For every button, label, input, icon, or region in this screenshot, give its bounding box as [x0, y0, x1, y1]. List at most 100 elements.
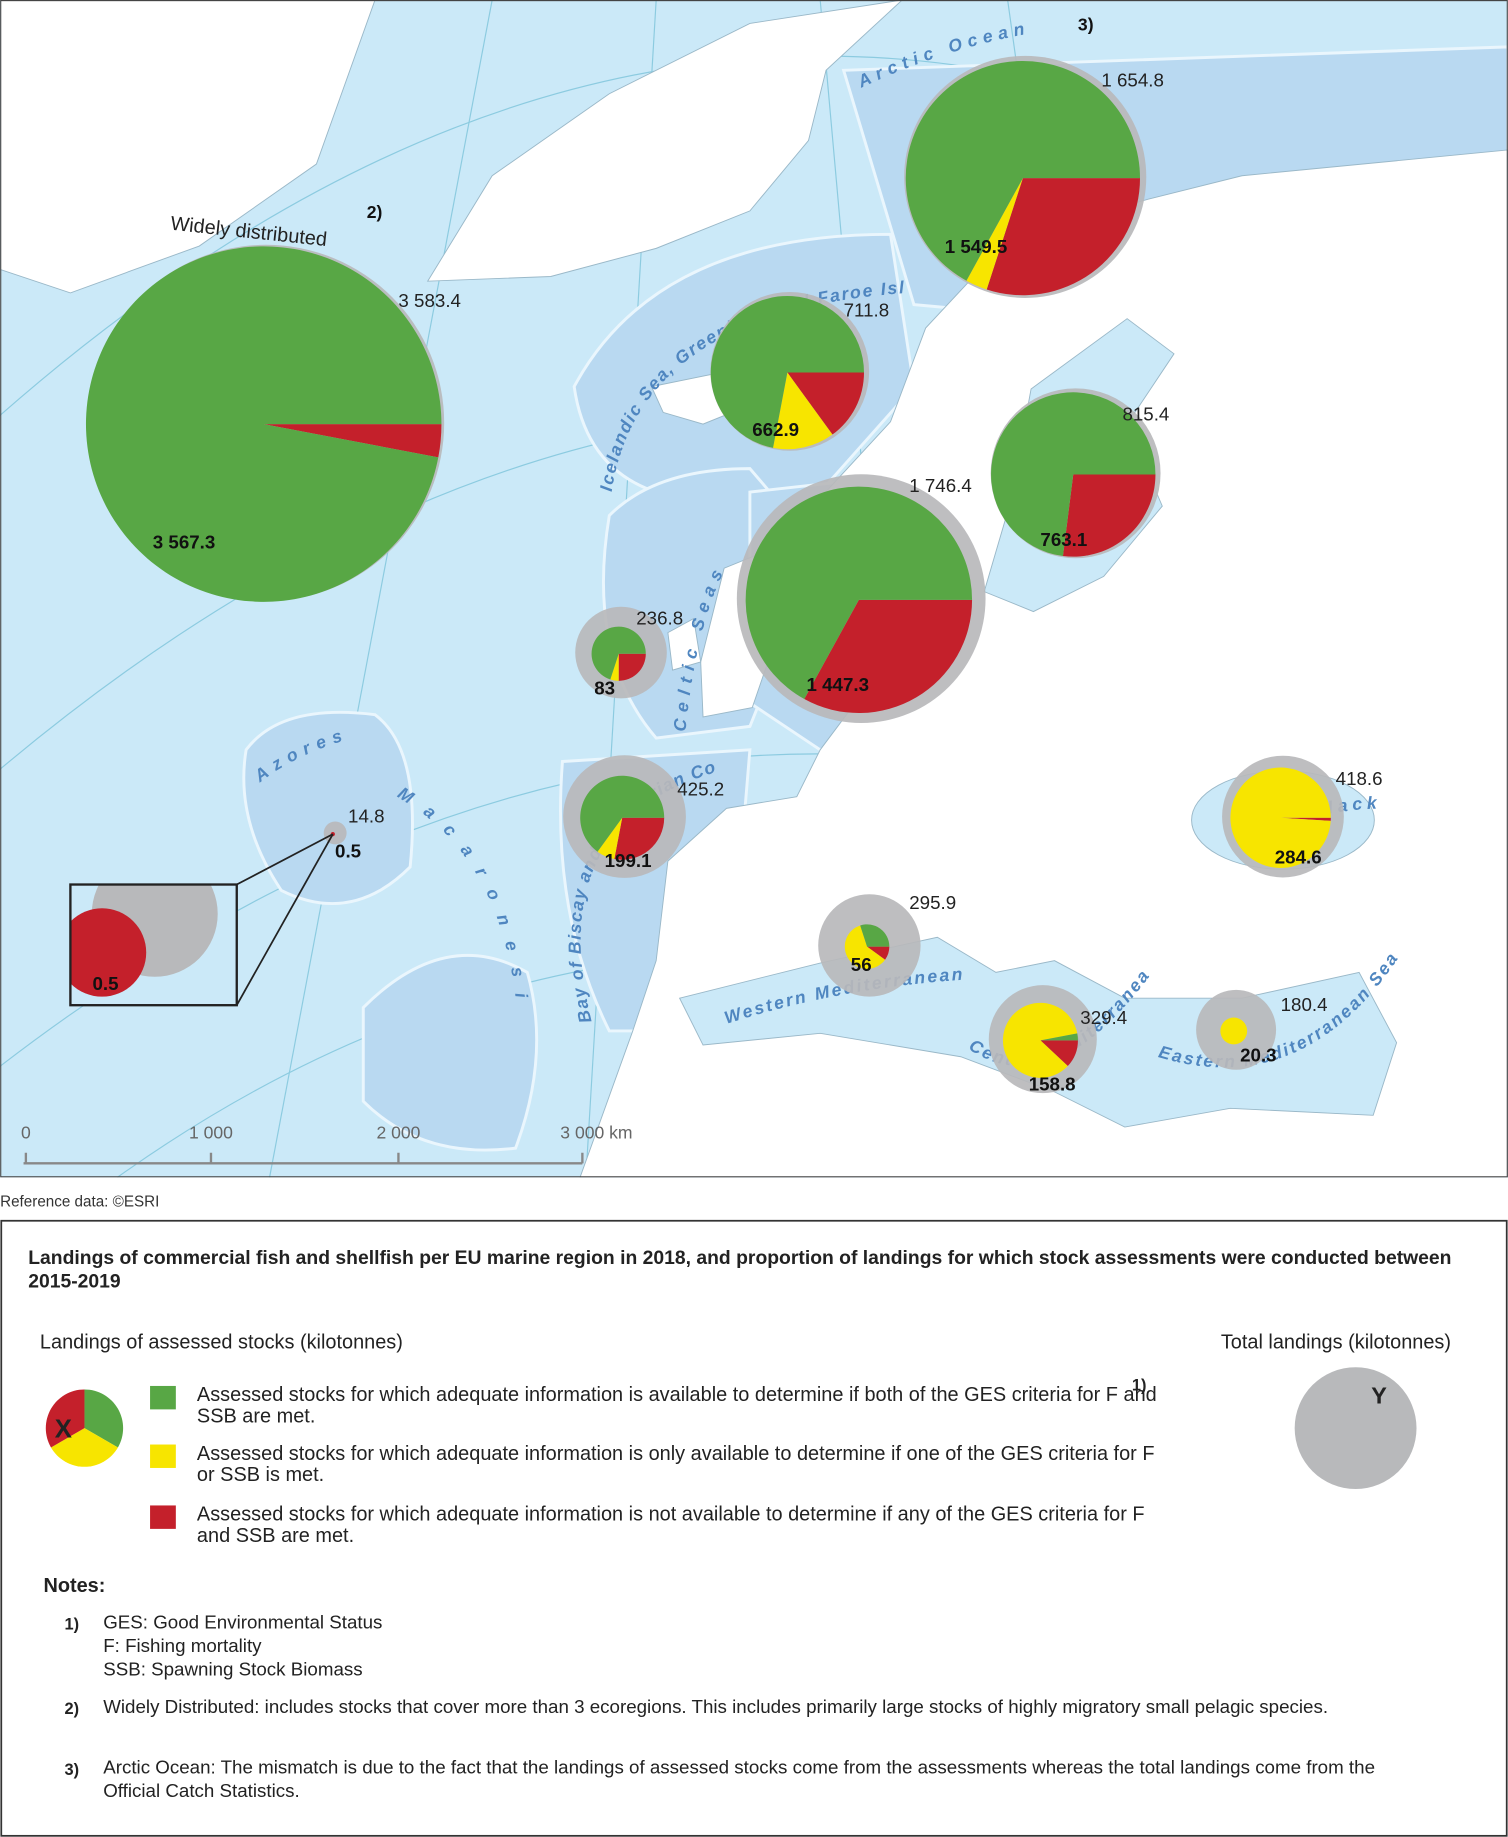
- pie-slice: [263, 424, 442, 458]
- total-label: 3 583.4: [398, 290, 461, 311]
- pie-slice: [1002, 1002, 1078, 1078]
- total-label: 1 746.4: [909, 475, 972, 496]
- legend-item-text: Assessed stocks for which adequate infor…: [196, 1504, 1145, 1547]
- notes-heading: Notes:: [43, 1575, 105, 1597]
- region-area: [361, 954, 539, 1152]
- legend-swatch: [150, 1444, 176, 1468]
- pie-slice: [1230, 767, 1331, 868]
- assessed-label: 284.6: [1275, 846, 1322, 867]
- scale-label: 2 000: [376, 1123, 420, 1143]
- land-area: [667, 617, 702, 671]
- pie-slice: [905, 60, 1141, 281]
- legend: X Assessed stocks for which adequate info…: [45, 1384, 1157, 1547]
- note-line: SSB: Spawning Stock Biomass: [103, 1660, 363, 1681]
- map-frame: [0, 0, 1508, 1178]
- pie-symbol: X: [55, 1415, 72, 1443]
- total-label: 1 654.8: [1101, 70, 1164, 91]
- total-label: 418.6: [1336, 768, 1383, 789]
- scale-label: 3 000 km: [560, 1123, 632, 1143]
- pie-slice: [966, 178, 1023, 290]
- assessed-label: 1 549.5: [945, 236, 1008, 257]
- legend-item-box: Assessed stocks for which adequate infor…: [196, 1443, 1155, 1486]
- legend-pie-slice: [45, 1389, 85, 1448]
- pie-slice: [991, 392, 1156, 557]
- legend-item-text: Assessed stocks for which adequate infor…: [196, 1443, 1155, 1486]
- total-label: 815.4: [1122, 404, 1169, 425]
- legend-item-box: Assessed stocks for which adequate infor…: [196, 1504, 1145, 1547]
- pie-slice: [804, 599, 973, 714]
- pie-slice: [745, 486, 973, 700]
- pie-slice: [773, 372, 833, 450]
- note-marker: 1): [65, 1616, 80, 1634]
- total-heading: Total landings (kilotonnes): [1221, 1331, 1451, 1353]
- pie-slice: [1280, 817, 1331, 821]
- region-symbol: 329.4 158.8: [988, 985, 1127, 1095]
- legend-item-box: Assessed stocks for which adequate infor…: [196, 1384, 1157, 1427]
- inset-frame: [69, 883, 238, 1007]
- pie-slice: [860, 924, 890, 947]
- total-label: 236.8: [636, 607, 683, 628]
- inset-content: 0.5: [70, 884, 218, 997]
- land: [0, 0, 1508, 1178]
- assessed-label: 20.3: [1240, 1044, 1276, 1065]
- legend-item-text: Assessed stocks for which adequate infor…: [196, 1384, 1157, 1427]
- credit: Reference data: ©ESRI: [0, 1194, 159, 1211]
- pie-slice: [1062, 474, 1156, 557]
- region-symbol: 180.4 20.3: [1196, 989, 1328, 1070]
- assessed-label: 158.8: [1029, 1074, 1076, 1095]
- region-note: 2): [367, 202, 383, 222]
- assessed-label: 83: [594, 678, 615, 699]
- region-symbol: 1 654.8 1 549.5 3): [904, 14, 1164, 298]
- assessed-label: 1 447.3: [807, 674, 870, 695]
- pie-slice: [597, 817, 623, 859]
- region-area: [242, 710, 414, 906]
- assessed-label: 763.1: [1040, 529, 1087, 550]
- total-label: 180.4: [1281, 994, 1328, 1015]
- pie-slice: [986, 178, 1141, 296]
- legend-box: [0, 1219, 1508, 1837]
- assessed-heading: Landings of assessed stocks (kilotonnes): [40, 1331, 403, 1353]
- total-label: 14.8: [348, 805, 384, 826]
- region-symbol: 295.9 56: [818, 892, 956, 997]
- inset: 0.5: [69, 833, 334, 1007]
- legend-swatch: [150, 1385, 176, 1410]
- pie-slice: [844, 925, 886, 969]
- assessed-label: 0.5: [335, 841, 361, 862]
- region-note: 3): [1078, 14, 1094, 34]
- region-symbol: 418.6 284.6: [1222, 755, 1383, 878]
- scale-label: 0: [21, 1123, 31, 1143]
- note-line: Widely Distributed: includes stocks that…: [103, 1697, 1329, 1718]
- note-marker: 3): [65, 1761, 80, 1779]
- scale-label: 1 000: [189, 1123, 233, 1143]
- pie-slice: [867, 946, 890, 960]
- assessed-label: 662.9: [752, 419, 799, 440]
- inset-pie: [70, 908, 147, 997]
- land-area: [0, 0, 376, 294]
- assessed-label: 199.1: [605, 850, 652, 871]
- land-area: [426, 0, 903, 282]
- pie-slice: [787, 372, 865, 435]
- assessed-label: 56: [851, 954, 872, 975]
- note-line: F: Fishing mortality: [103, 1636, 262, 1657]
- scale-bar: 0 1 000 2 000 3 000 km: [21, 1123, 633, 1165]
- note-marker: 2): [65, 1700, 80, 1718]
- note-line: GES: Good Environmental Status: [103, 1613, 383, 1634]
- total-label: 425.2: [677, 778, 724, 799]
- note-line: Arctic Ocean: The mismatch is due to the…: [103, 1758, 1375, 1802]
- legend-title-box: Landings of commercial fish and shellfis…: [28, 1247, 1452, 1293]
- inset-label: 0.5: [93, 973, 119, 994]
- total-label: 295.9: [909, 892, 956, 913]
- total-symbol: Y: [1371, 1383, 1387, 1409]
- legend-title: Landings of commercial fish and shellfis…: [28, 1247, 1452, 1293]
- total-symbol-circle: [1294, 1367, 1417, 1490]
- pie-slice: [85, 246, 442, 602]
- region-symbol: 236.8 83: [575, 606, 683, 699]
- legend-pie-slice: [84, 1389, 124, 1448]
